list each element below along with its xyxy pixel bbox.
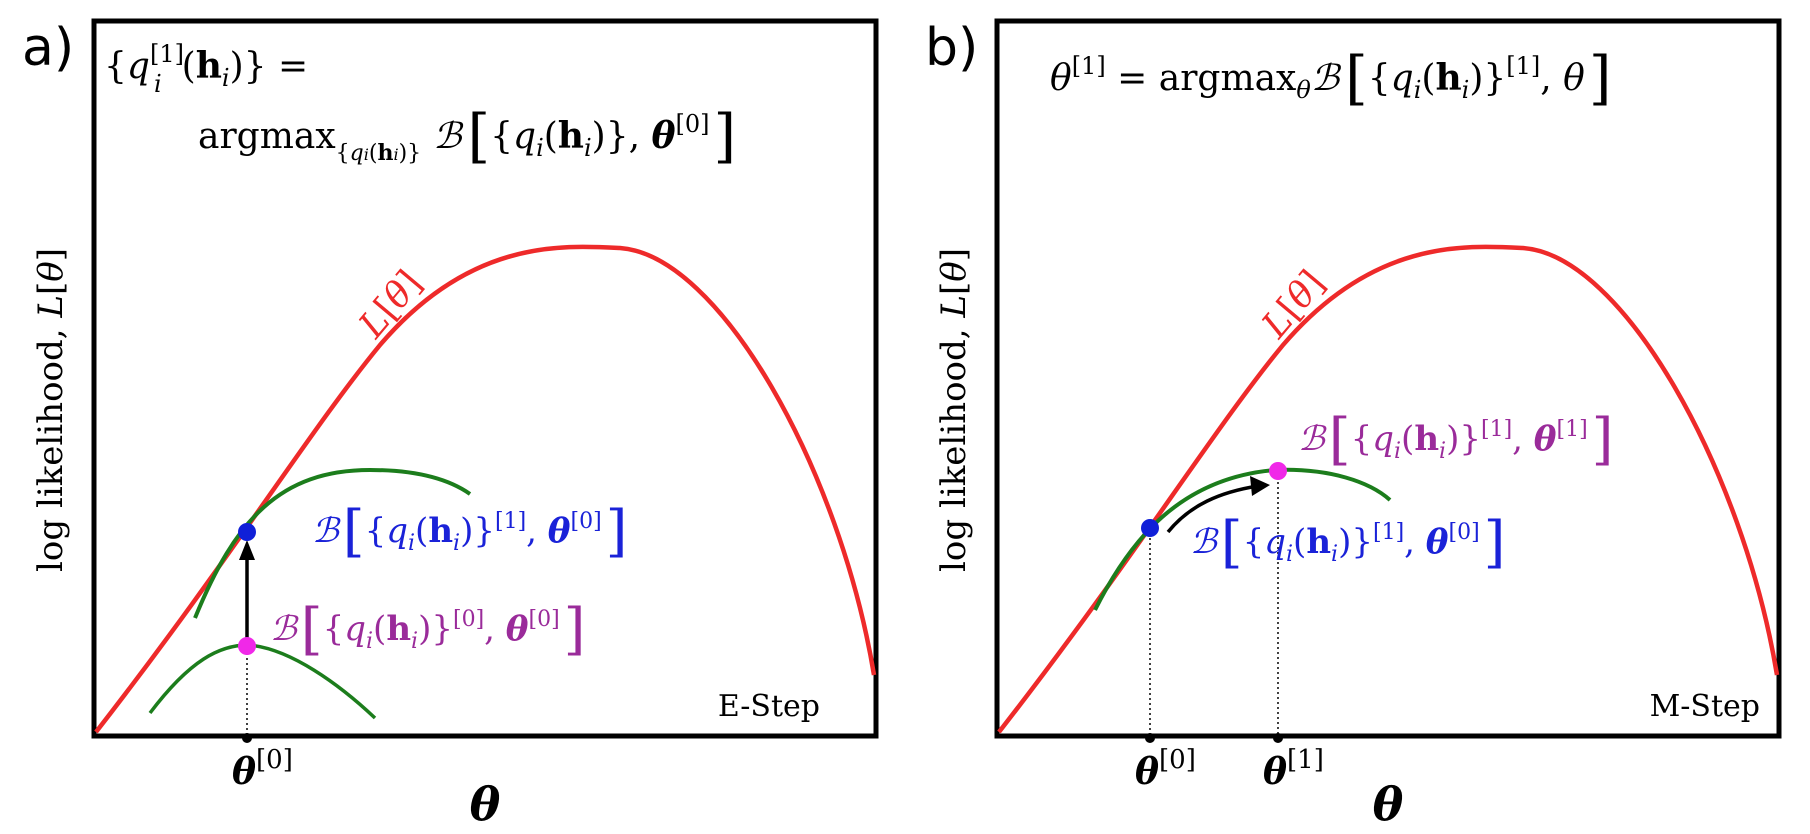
panel-b-blue-dot: [1141, 519, 1159, 537]
panel-b-frame: [994, 18, 1782, 739]
panel-b-arrow-shaft: [1166, 484, 1259, 534]
panel-a-theta0-label: θ[0]: [232, 745, 293, 793]
panel-b-arrow-head: [1250, 476, 1270, 496]
panel-b-ylabel: log likelihood, L[θ]: [934, 248, 974, 572]
panel-b: b) log likelihood, L[θ] θ[1] = argmaxθℬ[…: [925, 18, 1782, 831]
panel-a-letter: a): [22, 18, 74, 78]
panel-a-likelihood-curve: [94, 244, 877, 734]
panel-b-theta0-label: θ[0]: [1135, 745, 1196, 793]
panel-b-theta1-label: θ[1]: [1263, 745, 1324, 793]
panel-a-frame: [91, 18, 879, 739]
panel-b-bound-curve: [1093, 467, 1392, 611]
panel-a: a) log likelihood, L[θ] {q[1] i (hi)} = ar…: [22, 18, 879, 831]
panel-b-magenta-dot: [1269, 462, 1287, 480]
panel-a-step-label: E-Step: [718, 689, 820, 724]
panel-a-xlabel: θ: [470, 777, 501, 831]
panel-b-step-label: M-Step: [1650, 689, 1760, 724]
panel-a-ylabel: log likelihood, L[θ]: [31, 248, 71, 572]
panel-a-equation-line1: {q[1] i (hi)} =: [104, 40, 308, 98]
panel-a-magenta-dot: [238, 637, 256, 655]
panel-a-old-bound-curve: [148, 643, 377, 720]
panel-b-equation: θ[1] = argmaxθℬ [{qi(hi)}[1], θ]: [1050, 44, 1612, 112]
panel-b-likelihood-curve: [997, 244, 1780, 734]
panel-a-blue-dot: [238, 523, 256, 541]
panel-b-theta0-tick: [1145, 733, 1155, 743]
panel-a-bound-old-label: ℬ[{qi(hi)}[0], θ[0]]: [270, 597, 586, 662]
panel-b-theta1-tick: [1273, 733, 1283, 743]
panel-a-new-bound-curve: [193, 467, 472, 619]
panel-a-theta0-tick: [242, 733, 252, 743]
panel-b-bound-old-label: ℬ[{qi(hi)}[1], θ[0]]: [1190, 510, 1506, 575]
panel-b-letter: b): [925, 18, 978, 78]
panel-b-xlabel: θ: [1373, 777, 1404, 831]
panel-a-bound-new-label: ℬ[{qi(hi)}[1], θ[0]]: [312, 499, 628, 564]
panel-a-arrow-head: [239, 540, 255, 560]
panel-a-equation-line2: argmax{qi(hi)} ℬ [{qi(hi)}, θ[0]]: [198, 102, 736, 170]
panel-b-bound-new-label: ℬ[{qi(hi)}[1], θ[1]]: [1298, 407, 1614, 472]
